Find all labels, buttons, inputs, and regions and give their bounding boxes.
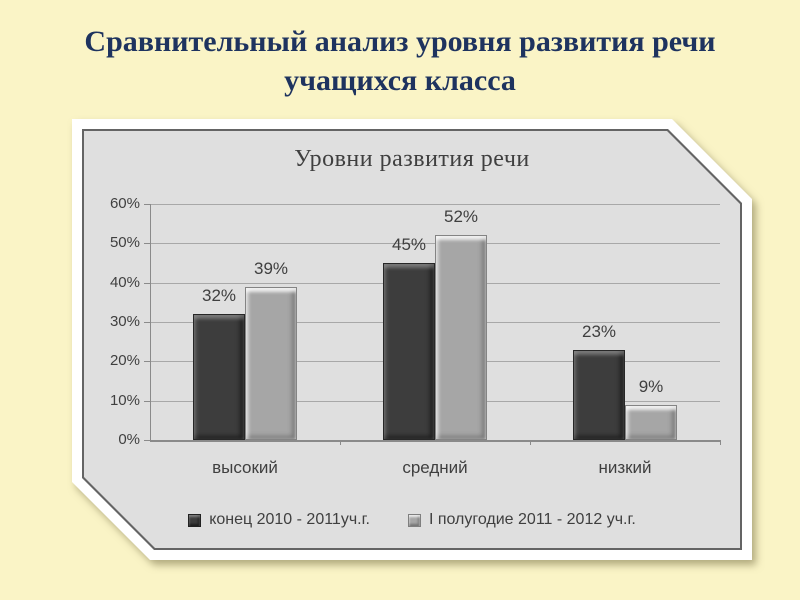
y-axis-tick bbox=[144, 322, 150, 323]
bar-высокий-series1 bbox=[245, 287, 297, 440]
legend-marker-icon bbox=[188, 514, 201, 527]
y-axis-tick bbox=[144, 204, 150, 205]
chart-panel-frame: Уровни развития речи 0% 10% 20% 30% 40% 50% 60… bbox=[72, 119, 752, 560]
chart-area-border: Уровни развития речи 0% 10% 20% 30% 40% 50% 60… bbox=[82, 129, 742, 550]
category-label: высокий bbox=[212, 458, 278, 477]
chart-legend: конец 2010 - 2011уч.г. I полугодие 2011 -… bbox=[124, 511, 700, 529]
bar-value-label: 32% bbox=[201, 286, 237, 305]
y-axis-tick bbox=[144, 283, 150, 284]
legend-item: конец 2010 - 2011уч.г. bbox=[188, 511, 370, 529]
legend-marker-icon bbox=[408, 514, 421, 527]
chart-panel: Уровни развития речи 0% 10% 20% 30% 40% 50% 60… bbox=[72, 119, 752, 560]
bar-высокий-series0 bbox=[193, 314, 245, 440]
slide-title: Сравнительный анализ уровня развития реч… bbox=[84, 25, 716, 97]
bar-низкий-series1 bbox=[625, 405, 677, 440]
x-axis-tick bbox=[530, 440, 531, 445]
y-axis-label: 50% bbox=[109, 234, 140, 252]
bar-средний-series0 bbox=[383, 263, 435, 440]
category-label: средний bbox=[402, 458, 468, 477]
x-axis-tick bbox=[720, 440, 721, 445]
y-axis-label: 60% bbox=[109, 195, 140, 212]
chart-title: Уровни развития речи bbox=[294, 146, 530, 172]
y-axis-line bbox=[150, 204, 151, 440]
bar-value-label: 39% bbox=[253, 259, 289, 278]
category-label: низкий bbox=[598, 458, 652, 477]
gridline bbox=[150, 440, 720, 442]
bar-средний-series1 bbox=[435, 235, 487, 440]
legend-label: конец 2010 - 2011уч.г. bbox=[209, 511, 370, 528]
x-axis-tick bbox=[340, 440, 341, 445]
chart-area: Уровни развития речи 0% 10% 20% 30% 40% 50% 60… bbox=[84, 131, 740, 548]
y-axis-tick bbox=[144, 401, 150, 402]
y-axis-label: 10% bbox=[109, 391, 140, 409]
y-axis-tick bbox=[144, 243, 150, 244]
y-axis-tick bbox=[144, 440, 150, 441]
bar-value-label: 23% bbox=[581, 322, 617, 341]
gridline bbox=[150, 204, 720, 205]
bar-value-label: 52% bbox=[443, 207, 479, 226]
bar-value-label: 45% bbox=[391, 235, 427, 254]
bar-value-label: 9% bbox=[638, 377, 664, 396]
plot-area: 0% 10% 20% 30% 40% 50% 60% высокий 32% 39% средний… bbox=[84, 131, 740, 548]
y-axis-label: 0% bbox=[118, 431, 140, 448]
legend-item: I полугодие 2011 - 2012 уч.г. bbox=[408, 511, 636, 529]
y-axis-tick bbox=[144, 361, 150, 362]
y-axis-label: 40% bbox=[109, 273, 140, 291]
y-axis-label: 20% bbox=[109, 352, 140, 370]
y-axis-label: 30% bbox=[109, 313, 140, 330]
legend-label: I полугодие 2011 - 2012 уч.г. bbox=[428, 511, 636, 528]
bar-низкий-series0 bbox=[573, 350, 625, 440]
